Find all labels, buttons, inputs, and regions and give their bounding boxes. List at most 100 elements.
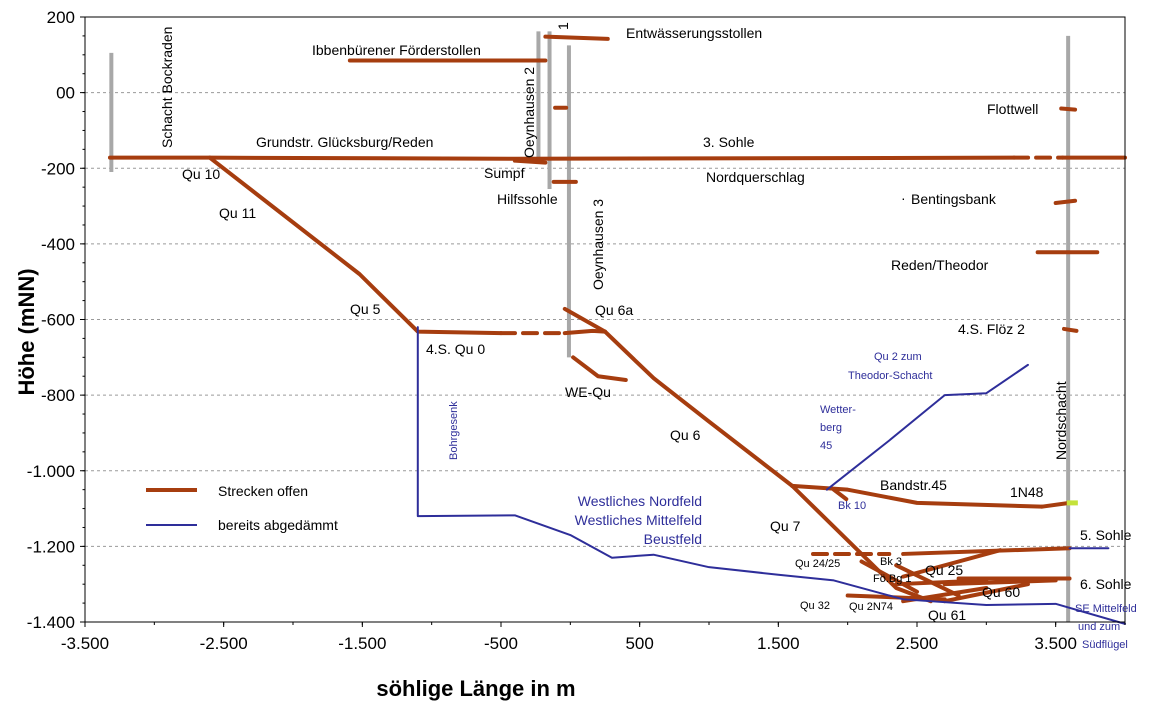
label-foe-bg1: Fö.Bg 1 — [873, 573, 912, 585]
label-nordquerschlag: Nordquerschlag — [706, 169, 805, 185]
open-drift-line — [1061, 326, 1079, 333]
open-drift-line — [901, 546, 1072, 556]
label-qu60: Qu 60 — [982, 584, 1020, 600]
x-tick-label: -500 — [484, 634, 518, 653]
tick-labels: 200 00 -200 -400 -600 -800 -1.000 -1.200 -1.400 -… — [27, 8, 1077, 653]
open-drift-line — [901, 548, 1003, 579]
open-drift-line — [107, 155, 1017, 161]
open-drift-line — [831, 487, 849, 502]
x-tick-label: -3.500 — [61, 634, 109, 653]
y-tick-label: -600 — [41, 311, 75, 330]
label-we-qu: WE-Qu — [565, 384, 611, 400]
label-berg: berg — [820, 422, 842, 434]
open-drift-line — [859, 559, 919, 594]
label-bandstr45: Bandstr.45 — [880, 477, 947, 493]
y-tick-label: 00 — [56, 84, 75, 103]
label-bk3: Bk 3 — [880, 556, 902, 568]
open-drift-line — [942, 582, 1030, 604]
grid-lines — [85, 92, 1125, 547]
x-tick-label: 2.500 — [896, 634, 939, 653]
label-sumpf: Sumpf — [484, 165, 525, 181]
label-entwaesserung: Entwässerungsstollen — [626, 25, 762, 41]
x-tick-label: 3.500 — [1034, 634, 1077, 653]
label-floez2: 4.S. Flöz 2 — [958, 321, 1025, 337]
label-qu2425: Qu 24/25 — [795, 558, 840, 570]
y-tick-label: -200 — [41, 159, 75, 178]
sealed-drift-line — [825, 363, 1029, 491]
label-bohrgesenk: Bohrgesenk — [448, 401, 460, 460]
label-qu25: Qu 25 — [925, 562, 963, 578]
open-drift-line — [1059, 106, 1078, 112]
open-drift-line — [942, 578, 1058, 587]
label-qu32: Qu 32 — [800, 600, 830, 612]
label-oeynhausen2: Oeynhausen 2 — [521, 67, 537, 158]
legend: Strecken offen bereits abgedämmt — [146, 483, 338, 533]
label-reden-theodor: Reden/Theodor — [891, 257, 989, 273]
y-tick-label: -1.400 — [27, 613, 75, 632]
label-oeynhausen3: Oeynhausen 3 — [590, 199, 606, 290]
y-tick-label: -400 — [41, 235, 75, 254]
axis-ticks — [80, 16, 1126, 627]
x-tick-label: 500 — [625, 634, 653, 653]
x-tick-label: -1.500 — [338, 634, 386, 653]
label-beustfeld: Beustfeld — [644, 531, 702, 547]
y-tick-label: -1.000 — [27, 462, 75, 481]
label-westl-mittelfeld: Westliches Mittelfeld — [575, 512, 702, 528]
label-suedfluegel: Südflügel — [1082, 639, 1128, 651]
label-hilfssohle: Hilfssohle — [497, 191, 558, 207]
y-tick-label: 200 — [47, 8, 75, 27]
open-drift-line — [512, 158, 548, 165]
x-axis-title: söhlige Länge in m — [376, 676, 575, 701]
x-tick-label: -2.500 — [200, 634, 248, 653]
label-westl-nordfeld: Westliches Nordfeld — [578, 493, 702, 509]
label-wetter: Wetter- — [820, 404, 856, 416]
open-drift-line — [1053, 198, 1078, 206]
label-1n48: 1N48 — [1010, 484, 1044, 500]
y-tick-label: -1.200 — [27, 537, 75, 556]
sealed-drifts — [416, 326, 1126, 625]
open-drift-line — [543, 34, 610, 41]
open-drifts — [107, 34, 1127, 604]
legend-label-sealed: bereits abgedämmt — [218, 517, 338, 533]
open-drift-line — [901, 585, 989, 604]
open-drift-line — [1039, 500, 1072, 509]
label-flottwell: Flottwell — [987, 101, 1038, 117]
label-qu2n74: Qu 2N74 — [849, 601, 893, 613]
open-drift-line — [207, 155, 503, 336]
label-sohle3: 3. Sohle — [703, 134, 755, 150]
open-drift-line — [562, 306, 607, 334]
legend-label-open: Strecken offen — [218, 483, 308, 499]
y-axis-title: Höhe (mNN) — [14, 268, 39, 395]
label-45: 45 — [820, 440, 832, 452]
open-drift-line — [894, 578, 989, 587]
label-sohle5: 5. Sohle — [1080, 527, 1132, 543]
label-qu10: Qu 10 — [182, 166, 220, 182]
open-drift-line — [562, 328, 607, 336]
label-und-zum: und zum — [1078, 621, 1120, 633]
label-qu2-zum: Qu 2 zum — [874, 351, 922, 363]
label-schacht-bockraden: Schacht Bockraden — [159, 27, 175, 148]
label-bentingsbank: Bentingsbank — [911, 191, 997, 207]
label-qu5: Qu 5 — [350, 301, 381, 317]
x-tick-label: 1.500 — [757, 634, 800, 653]
y-tick-label: -800 — [41, 386, 75, 405]
label-shaft1: 1 — [555, 22, 571, 30]
label-grundstr: Grundstr. Glücksburg/Reden — [256, 134, 433, 150]
shaft-lines — [109, 31, 1071, 622]
label-se-mittelfeld: SE Mittelfeld — [1075, 603, 1137, 615]
open-drift-line — [571, 355, 628, 382]
label-sohle6: 6. Sohle — [1080, 576, 1132, 592]
sealed-drift-line — [416, 326, 1126, 625]
label-bk10: Bk 10 — [838, 500, 866, 512]
open-drift-line — [894, 563, 961, 598]
label-qu61: Qu 61 — [928, 607, 966, 623]
label-qu0: 4.S. Qu 0 — [426, 341, 485, 357]
label-qu6: Qu 6 — [670, 427, 701, 443]
label-foerderstollen: Ibbenbürener Förderstollen — [312, 42, 481, 58]
label-qu11: Qu 11 — [219, 205, 256, 221]
label-theodor-schacht: Theodor-Schacht — [848, 370, 932, 382]
open-drift-line — [603, 329, 795, 488]
label-nordschacht: Nordschacht — [1053, 381, 1069, 460]
open-drift-line — [790, 483, 1044, 509]
